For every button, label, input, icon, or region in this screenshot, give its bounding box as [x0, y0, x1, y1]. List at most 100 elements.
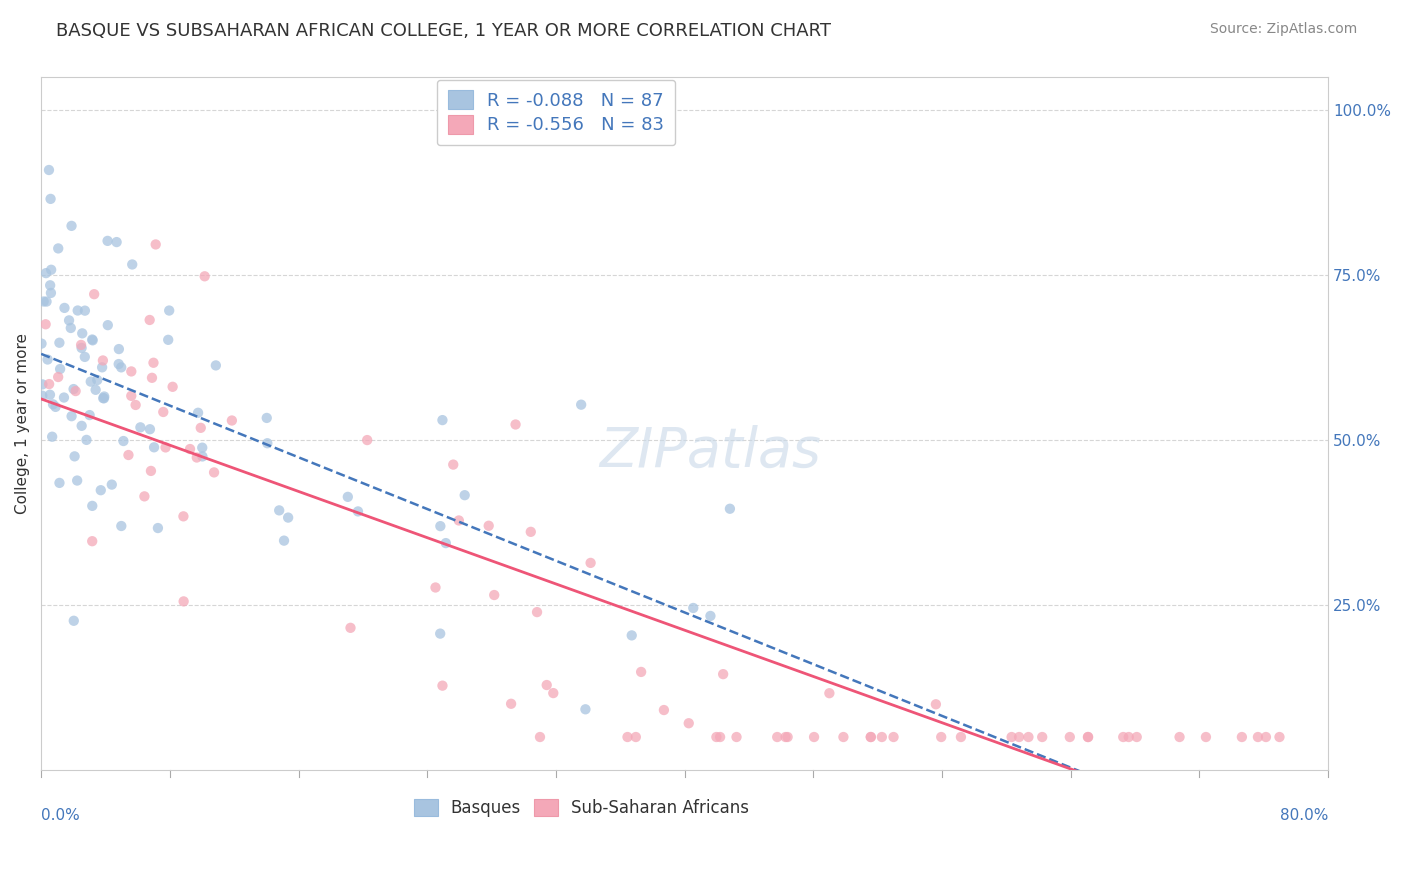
Point — [60, 409, 83, 424]
Point — [356, 433, 378, 447]
Point — [706, 730, 728, 744]
Point — [775, 730, 797, 744]
Point — [172, 509, 194, 524]
Point — [48, 335, 70, 350]
Point — [91, 360, 114, 375]
Point — [39, 262, 62, 277]
Point — [107, 357, 129, 371]
Point — [66, 303, 89, 318]
Point — [97, 234, 120, 248]
Point — [949, 730, 972, 744]
Point — [145, 237, 167, 252]
Point — [53, 391, 76, 405]
Point — [929, 730, 952, 744]
Point — [678, 716, 700, 731]
Point — [70, 418, 93, 433]
Point — [630, 665, 652, 679]
Point — [709, 730, 731, 744]
Point — [269, 503, 291, 517]
Point — [142, 356, 165, 370]
Point — [70, 338, 93, 352]
Text: 0.0%: 0.0% — [41, 808, 80, 823]
Point — [1112, 730, 1135, 744]
Point — [1000, 730, 1022, 744]
Point — [58, 313, 80, 327]
Point — [37, 352, 59, 367]
Point — [1077, 730, 1099, 744]
Text: ZIPatlas: ZIPatlas — [599, 425, 821, 478]
Text: BASQUE VS SUBSAHARAN AFRICAN COLLEGE, 1 YEAR OR MORE CORRELATION CHART: BASQUE VS SUBSAHARAN AFRICAN COLLEGE, 1 … — [56, 22, 831, 40]
Point — [711, 667, 734, 681]
Point — [1125, 730, 1147, 744]
Point — [624, 730, 647, 744]
Point — [529, 730, 551, 744]
Point — [652, 703, 675, 717]
Point — [38, 163, 60, 178]
Point — [59, 321, 82, 335]
Point — [336, 490, 359, 504]
Point — [520, 524, 543, 539]
Point — [1254, 730, 1277, 744]
Point — [35, 294, 58, 309]
Point — [1017, 730, 1039, 744]
Point — [97, 318, 120, 333]
Point — [1230, 730, 1253, 744]
Point — [31, 336, 53, 351]
Point — [432, 679, 454, 693]
Point — [186, 450, 208, 465]
Point — [173, 594, 195, 608]
Point — [152, 405, 174, 419]
Point — [143, 440, 166, 454]
Point — [73, 350, 96, 364]
Point — [141, 371, 163, 385]
Point — [162, 380, 184, 394]
Point — [859, 730, 882, 744]
Point — [108, 342, 131, 356]
Point — [202, 466, 225, 480]
Point — [84, 383, 107, 397]
Point — [205, 359, 228, 373]
Point — [39, 388, 62, 402]
Y-axis label: College, 1 year or more: College, 1 year or more — [15, 334, 30, 514]
Point — [53, 301, 76, 315]
Point — [1268, 730, 1291, 744]
Point — [1059, 730, 1081, 744]
Point — [80, 375, 103, 389]
Point — [62, 614, 84, 628]
Point — [31, 389, 53, 403]
Point — [120, 364, 142, 378]
Point — [42, 397, 65, 411]
Point — [870, 730, 893, 744]
Point — [39, 278, 62, 293]
Point — [73, 303, 96, 318]
Point — [146, 521, 169, 535]
Point — [682, 601, 704, 615]
Point — [70, 326, 93, 341]
Text: 80.0%: 80.0% — [1279, 808, 1329, 823]
Point — [134, 489, 156, 503]
Point — [82, 333, 104, 347]
Point — [79, 408, 101, 422]
Point — [429, 626, 451, 640]
Point — [776, 730, 799, 744]
Point — [883, 730, 905, 744]
Point — [76, 433, 98, 447]
Point — [526, 605, 548, 619]
Point — [273, 533, 295, 548]
Point — [818, 686, 841, 700]
Point — [82, 534, 104, 549]
Point — [187, 406, 209, 420]
Point — [91, 391, 114, 405]
Point — [34, 318, 56, 332]
Point — [105, 235, 128, 249]
Point — [425, 581, 447, 595]
Point — [82, 499, 104, 513]
Point — [859, 730, 882, 744]
Point — [129, 420, 152, 434]
Point — [1077, 730, 1099, 744]
Point — [536, 678, 558, 692]
Point — [155, 441, 177, 455]
Point — [86, 373, 108, 387]
Point — [38, 377, 60, 392]
Point — [569, 398, 592, 412]
